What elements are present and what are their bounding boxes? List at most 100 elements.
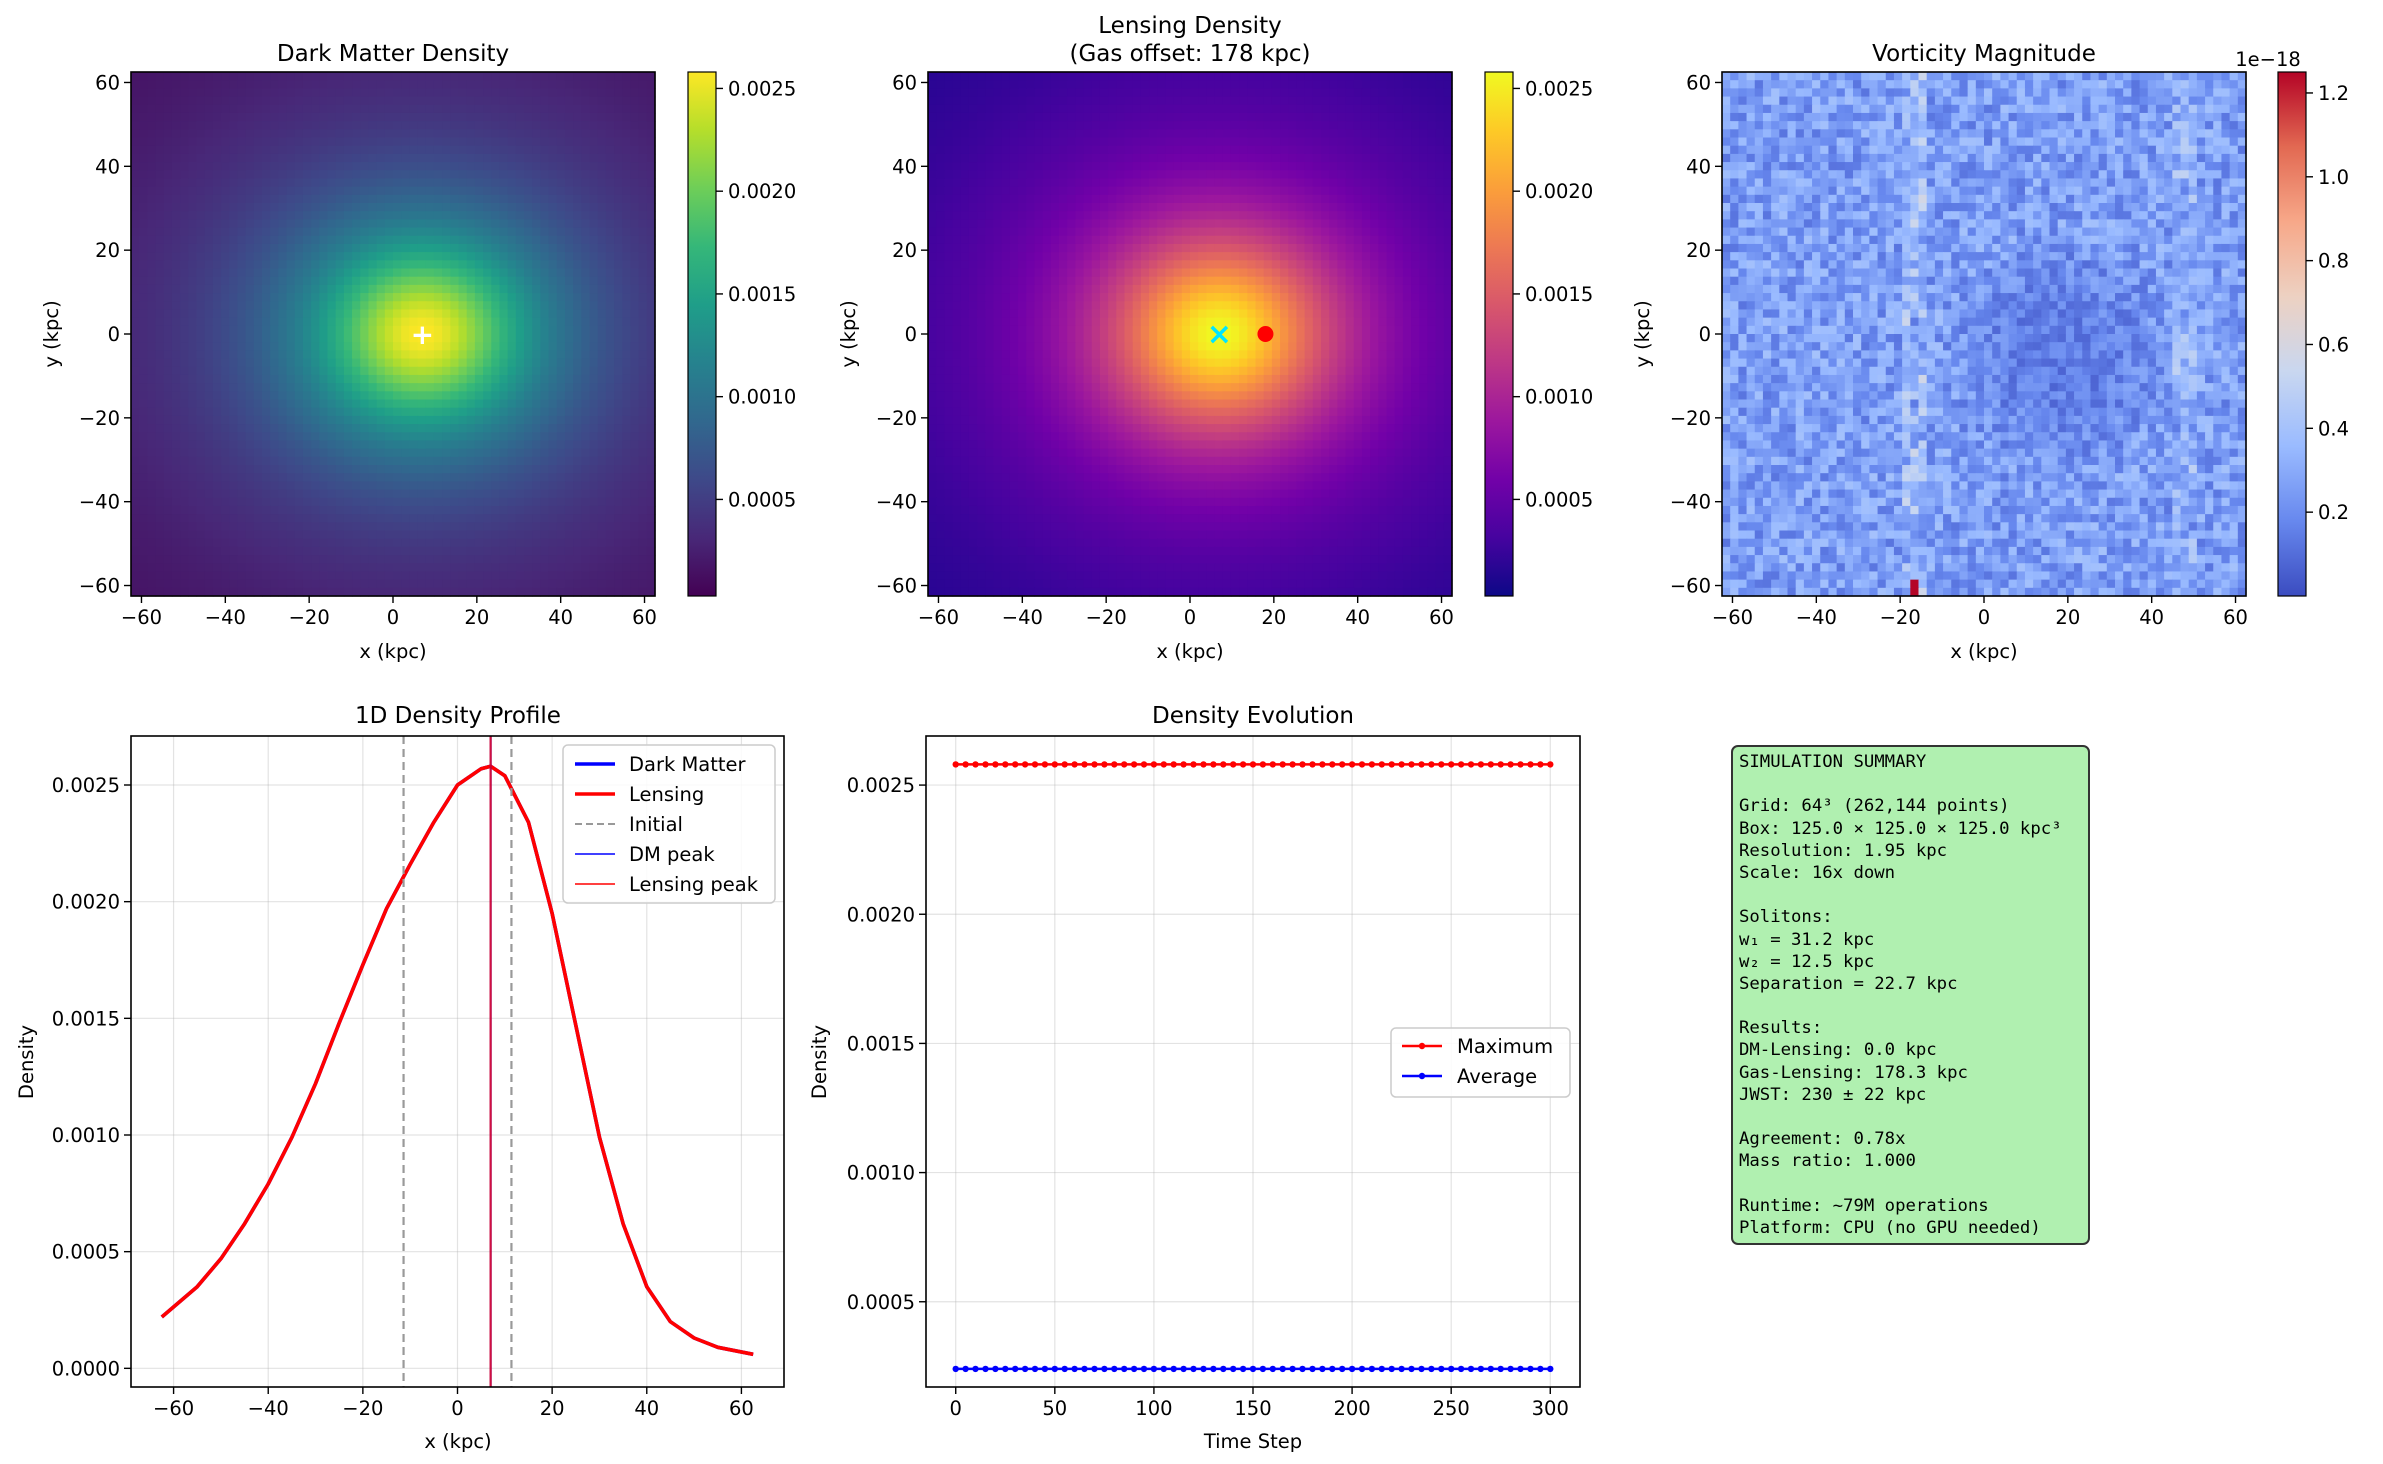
heatmap-cell [630, 153, 640, 163]
heatmap-cell [515, 383, 525, 392]
heatmap-cell [993, 178, 1003, 188]
heatmap-cell [1206, 137, 1216, 147]
heatmap-cell [556, 293, 566, 302]
heatmap-cell [597, 293, 607, 302]
heatmap-cell [1034, 112, 1044, 122]
heatmap-cell [433, 440, 443, 450]
heatmap-cell [147, 530, 157, 540]
heatmap-cell [499, 358, 509, 368]
heatmap-cell [294, 211, 304, 220]
heatmap-cell [556, 203, 566, 212]
heatmap-cell [401, 334, 410, 343]
heatmap-cell [155, 317, 165, 327]
heatmap-cell [433, 104, 443, 114]
heatmap-cell [1067, 129, 1076, 139]
heatmap-cell [630, 473, 640, 482]
heatmap-cell [368, 391, 378, 401]
heatmap-cell [605, 391, 615, 401]
heatmap-cell [532, 137, 541, 147]
heatmap-cell [196, 358, 206, 368]
heatmap-cell [564, 538, 574, 548]
heatmap-cell [368, 415, 378, 425]
heatmap-cell [556, 145, 566, 155]
heatmap-cell [968, 153, 978, 163]
heatmap-cell [368, 530, 378, 540]
heatmap-cell [491, 301, 501, 311]
heatmap-cell [139, 301, 148, 311]
heatmap-cell [507, 587, 517, 597]
heatmap-cell [581, 473, 591, 482]
heatmap-cell [646, 96, 656, 106]
heatmap-cell [1132, 137, 1142, 147]
heatmap-cell [237, 415, 247, 425]
heatmap-cell [327, 243, 337, 253]
heatmap-cell [564, 350, 574, 360]
heatmap-cell [442, 465, 451, 474]
heatmap-cell [507, 342, 517, 351]
heatmap-cell [458, 350, 468, 360]
heatmap-cell [622, 432, 632, 442]
heatmap-cell [1190, 72, 1199, 81]
heatmap-cell [483, 546, 492, 556]
heatmap-cell [573, 243, 582, 253]
heatmap-cell [302, 432, 312, 442]
heatmap-cell [993, 153, 1003, 163]
heatmap-cell [335, 170, 345, 180]
heatmap-cell [597, 563, 607, 573]
heatmap-cell [163, 186, 173, 196]
heatmap-cell [286, 571, 296, 581]
colorbar-tick-label: 0.0015 [728, 283, 796, 306]
heatmap-cell [540, 301, 550, 311]
heatmap-cell [401, 530, 410, 540]
heatmap-cell [1001, 170, 1011, 180]
heatmap-cell [302, 80, 312, 89]
heatmap-cell [646, 481, 656, 491]
heatmap-cell [1280, 80, 1289, 89]
heatmap-cell [1050, 129, 1060, 139]
heatmap-cell [491, 342, 501, 351]
heatmap-cell [417, 399, 427, 409]
heatmap-cell [1222, 162, 1232, 171]
heatmap-cell [638, 276, 648, 286]
heatmap-cell [270, 112, 279, 122]
heatmap-cell [515, 571, 525, 581]
heatmap-cell [204, 203, 214, 212]
heatmap-cell [450, 366, 460, 376]
heatmap-cell [311, 497, 320, 507]
heatmap-cell [384, 334, 394, 343]
heatmap-cell [433, 80, 443, 89]
heatmap-cell [589, 522, 599, 532]
heatmap-cell [1132, 170, 1142, 180]
heatmap-cell [589, 481, 599, 491]
heatmap-cell [311, 456, 320, 466]
heatmap-cell [212, 407, 222, 417]
heatmap-cell [646, 563, 656, 573]
heatmap-cell [376, 350, 386, 360]
heatmap-cell [221, 374, 230, 384]
heatmap-cell [425, 284, 435, 294]
heatmap-cell [139, 505, 148, 515]
heatmap-cell [221, 489, 230, 499]
heatmap-cell [1345, 170, 1355, 180]
heatmap-cell [229, 465, 239, 474]
heatmap-cell [556, 350, 566, 360]
heatmap-cell [458, 121, 468, 130]
heatmap-cell [466, 178, 476, 188]
heatmap-cell [417, 186, 427, 196]
heatmap-cell [1255, 162, 1265, 171]
heatmap-cell [507, 481, 517, 491]
heatmap-cell [556, 121, 566, 130]
heatmap-cell [573, 407, 582, 417]
heatmap-cell [532, 546, 541, 556]
heatmap-cell [262, 194, 271, 204]
heatmap-cell [1304, 162, 1314, 171]
heatmap-cell [1296, 162, 1306, 171]
heatmap-cell [294, 415, 304, 425]
heatmap-cell [474, 137, 484, 147]
heatmap-cell [368, 301, 378, 311]
heatmap-cell [229, 88, 239, 98]
heatmap-cell [1255, 88, 1265, 98]
heatmap-cell [131, 489, 140, 499]
heatmap-cell [270, 424, 279, 433]
heatmap-cell [433, 546, 443, 556]
